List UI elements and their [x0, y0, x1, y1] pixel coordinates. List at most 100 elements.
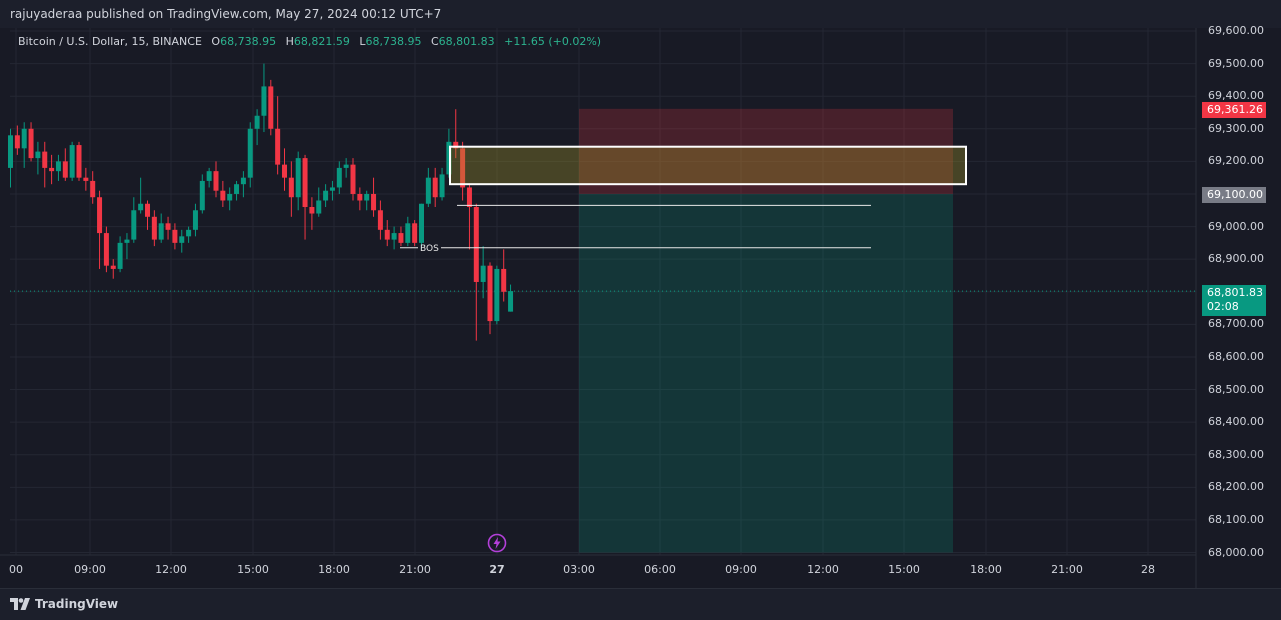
price-axis-label: 68,900.00: [1208, 252, 1264, 266]
price-axis-label: 69,300.00: [1208, 121, 1264, 135]
candle-body: [364, 193, 370, 201]
candle-body: [275, 128, 281, 165]
candle-body: [62, 161, 68, 178]
price-axis-label: 68,200.00: [1208, 480, 1264, 494]
time-axis-label: 00: [9, 563, 23, 576]
change-value: +11.65 (+0.02%): [504, 35, 602, 48]
candle-body: [83, 177, 89, 181]
symbol-legend: Bitcoin / U.S. Dollar, 15, BINANCE O68,7…: [18, 35, 601, 48]
time-axis-label: 12:00: [155, 563, 187, 576]
candle-body: [323, 190, 329, 201]
price-axis-label: 68,500.00: [1208, 382, 1264, 396]
candle-body: [28, 128, 34, 159]
candle-body: [97, 197, 103, 234]
candle-body: [131, 210, 137, 240]
candle-body: [398, 233, 404, 243]
candle-body: [227, 193, 233, 201]
candle-body: [42, 151, 48, 168]
candle-body: [90, 180, 96, 198]
bar-countdown: 02:08: [1207, 300, 1239, 313]
candle-body: [446, 141, 452, 175]
last-price-value: 68,801.83: [1207, 286, 1263, 299]
candle-body: [439, 174, 445, 198]
price-axis-label: 69,200.00: [1208, 154, 1264, 168]
entry-price-tag: 69,100.00: [1202, 187, 1266, 203]
candle-body: [55, 161, 61, 172]
lightning-icon[interactable]: [487, 533, 507, 553]
time-axis-label: 12:00: [807, 563, 839, 576]
candle-body: [158, 223, 164, 240]
time-axis-label: 18:00: [970, 563, 1002, 576]
price-axis-label: 69,500.00: [1208, 56, 1264, 70]
time-axis-label: 06:00: [644, 563, 676, 576]
candle-body: [220, 190, 226, 201]
price-axis-label: 69,000.00: [1208, 219, 1264, 233]
candle-body: [350, 164, 356, 194]
candle-body: [384, 229, 390, 240]
candle-body: [35, 151, 41, 159]
candle-body: [145, 203, 150, 217]
bos-label: BOS: [420, 244, 439, 254]
tradingview-logo[interactable]: TradingView: [10, 597, 118, 611]
low-value: 68,738.95: [365, 35, 422, 48]
chart-grid: [10, 28, 1196, 555]
candle-body: [124, 239, 130, 243]
candle-body: [206, 171, 212, 181]
time-axis-label: 28: [1141, 563, 1155, 576]
time-axis-label: 09:00: [74, 563, 106, 576]
price-axis-label: 68,100.00: [1208, 512, 1264, 526]
candle-body: [69, 145, 75, 178]
price-axis-label: 68,300.00: [1208, 447, 1264, 461]
price-axis-label: 68,600.00: [1208, 349, 1264, 363]
candle-body: [151, 216, 157, 240]
candle-body: [288, 177, 294, 198]
symbol-title[interactable]: Bitcoin / U.S. Dollar, 15, BINANCE: [18, 35, 202, 48]
low-label: L: [359, 35, 366, 48]
price-axis-label: 68,700.00: [1208, 317, 1264, 331]
candle-body: [192, 210, 198, 230]
tradingview-brand: TradingView: [35, 597, 119, 611]
price-axis-label: 69,400.00: [1208, 89, 1264, 103]
price-axis-label: 69,600.00: [1208, 24, 1264, 37]
tradingview-logo-icon: [10, 598, 30, 610]
candle-body: [357, 193, 363, 201]
candle-body: [473, 207, 479, 282]
candle-body: [186, 229, 192, 237]
candle-body: [103, 233, 109, 266]
candle-body: [412, 223, 418, 243]
candle-body: [282, 164, 287, 178]
time-axis-label: 21:00: [1051, 563, 1083, 576]
candle-body: [199, 180, 205, 211]
high-value: 68,821.59: [293, 35, 350, 48]
close-label: C: [430, 35, 439, 48]
position-zones: [10, 108, 1196, 553]
candle-body: [138, 203, 144, 211]
time-axis-label: 27: [489, 563, 505, 576]
take-profit-zone: [579, 193, 953, 553]
candle-body: [453, 141, 459, 149]
last-price-tag: 68,801.83 02:08: [1202, 285, 1266, 316]
candle-body: [391, 233, 397, 240]
drawings: [400, 145, 967, 249]
candle-body: [432, 177, 438, 198]
candle-body: [487, 265, 493, 322]
candle-body: [165, 223, 171, 230]
candle-body: [460, 148, 466, 188]
candle-body: [343, 164, 349, 168]
open-value: 68,738.95: [220, 35, 277, 48]
price-axis-label: 68,400.00: [1208, 415, 1264, 429]
candle-body: [213, 171, 219, 191]
time-axis-label: 15:00: [888, 563, 920, 576]
open-label: O: [211, 35, 221, 48]
candle-body: [329, 187, 335, 191]
candle-body: [302, 158, 308, 208]
time-axis-label: 18:00: [318, 563, 350, 576]
candle-body: [480, 265, 486, 282]
candle-body: [254, 115, 260, 129]
time-axis-label: 15:00: [237, 563, 269, 576]
stop-loss-zone: [579, 108, 953, 194]
candle-body: [309, 207, 315, 214]
candle-body: [295, 158, 301, 198]
